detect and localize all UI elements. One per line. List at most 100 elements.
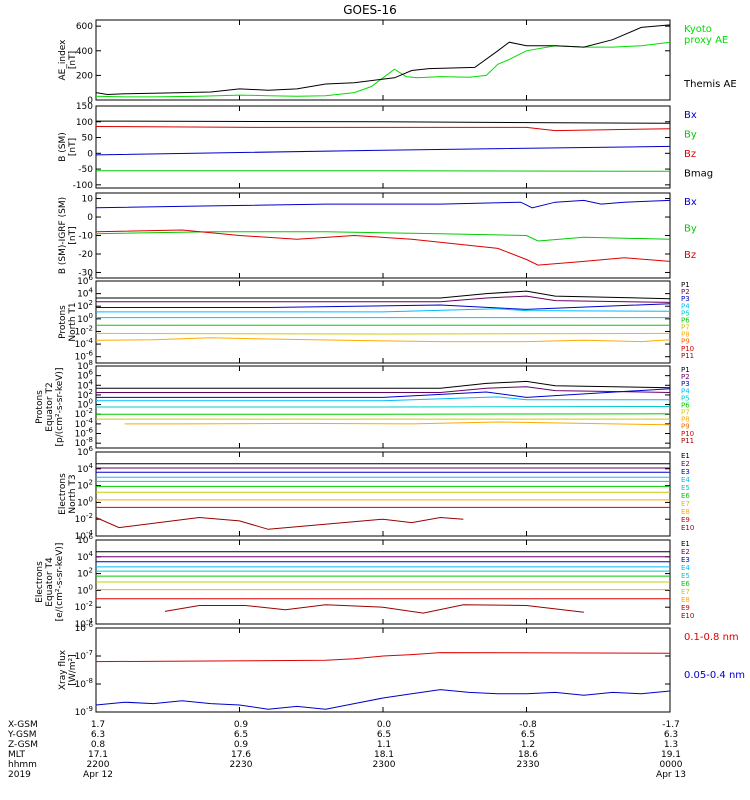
y-tick-label: -30 bbox=[78, 268, 93, 278]
legend-label: P6 bbox=[681, 316, 690, 324]
legend-label: E8 bbox=[681, 596, 690, 604]
legend-label: E5 bbox=[681, 572, 690, 580]
y-tick-label: 102 bbox=[77, 479, 93, 492]
series-line-bx bbox=[95, 199, 671, 209]
y-tick-label: -20 bbox=[78, 250, 93, 260]
series-line-p3 bbox=[96, 303, 671, 310]
table-cell: Apr 12 bbox=[83, 770, 113, 780]
legend-label: E2 bbox=[681, 548, 690, 556]
table-cell: 2230 bbox=[230, 760, 253, 770]
legend-label: E5 bbox=[681, 484, 690, 492]
legend-label: P5 bbox=[681, 309, 690, 317]
y-axis-label: B (SM) bbox=[58, 132, 68, 162]
panel-frame bbox=[95, 280, 671, 364]
series-line-bmag bbox=[95, 120, 671, 124]
table-cell: 17.1 bbox=[88, 750, 108, 760]
y-tick-label: 0 bbox=[87, 96, 93, 106]
legend-label: P3 bbox=[681, 295, 690, 303]
y-tick-label: 0 bbox=[87, 149, 93, 159]
legend-label: Bmag bbox=[684, 169, 713, 180]
y-tick-label: 10-6 bbox=[75, 350, 94, 363]
y-tick-label: 102 bbox=[77, 299, 93, 312]
y-tick-label: 104 bbox=[77, 462, 93, 475]
legend-label: P7 bbox=[681, 409, 690, 417]
table-cell: -1.7 bbox=[662, 720, 680, 730]
series-line-e10 bbox=[164, 604, 584, 614]
panel-electrons-t4: 106 104 102 100 10-2 10-4 Electrons Equator T4[… bbox=[35, 533, 694, 630]
panel-frame bbox=[95, 19, 671, 101]
legend-label: E2 bbox=[681, 460, 690, 468]
table-cell: 6.5 bbox=[521, 730, 535, 740]
y-tick-label: 10-2 bbox=[75, 324, 93, 337]
table-cell: Apr 13 bbox=[656, 770, 686, 780]
table-cell: 17.6 bbox=[231, 750, 251, 760]
y-tick-label: 106 bbox=[77, 445, 93, 458]
series-line-e10 bbox=[95, 516, 464, 530]
y-tick-label: 600 bbox=[76, 22, 93, 32]
legend-label: E1 bbox=[681, 452, 690, 460]
legend-label: P3 bbox=[681, 380, 690, 388]
series-line-p7 bbox=[95, 332, 671, 335]
legend-label: P4 bbox=[681, 387, 690, 395]
legend-label: Themis AE bbox=[683, 79, 737, 90]
table-cell: -0.8 bbox=[519, 720, 537, 730]
table-cell: 6.5 bbox=[234, 730, 248, 740]
series-line-bz bbox=[95, 229, 671, 266]
legend-label: E3 bbox=[681, 556, 690, 564]
y-axis-label: Protons bbox=[35, 390, 45, 424]
y-tick-label: 10 bbox=[82, 195, 94, 205]
legend-label: 0.1-0.8 nm bbox=[684, 632, 739, 643]
y-axis-label: Electrons bbox=[35, 561, 45, 603]
table-cell: 2300 bbox=[373, 760, 396, 770]
legend-label: P9 bbox=[681, 423, 690, 431]
panel-bigrf: 10 0 -10 -20 -30 B (SM)-IGRF (SM) [nT] Bx By Bz bbox=[58, 192, 697, 279]
panel-frame bbox=[95, 627, 671, 713]
legend-label: E9 bbox=[681, 604, 690, 612]
y-tick-label: 400 bbox=[76, 47, 93, 57]
y-axis-label: North T1 bbox=[68, 302, 78, 341]
legend-label: Bx bbox=[684, 197, 697, 208]
y-tick-label: 0 bbox=[87, 213, 93, 223]
series-line-0-05-0-4-nm bbox=[95, 689, 671, 710]
y-tick-label: 10-9 bbox=[75, 705, 93, 718]
y-tick-label: 10-4 bbox=[75, 529, 94, 542]
table-row-label: MLT bbox=[8, 750, 26, 760]
table-row-label: X-GSM bbox=[8, 720, 38, 730]
table-cell: 18.1 bbox=[374, 750, 394, 760]
series-line-p5 bbox=[96, 406, 671, 408]
legend-label: P2 bbox=[681, 373, 690, 381]
table-row-label: 2019 bbox=[8, 770, 31, 780]
y-tick-label: 10-4 bbox=[75, 617, 94, 630]
y-tick-label: 108 bbox=[77, 359, 93, 372]
legend-label: P11 bbox=[681, 352, 694, 360]
table-cell: 0.9 bbox=[234, 740, 249, 750]
series-line-p2 bbox=[96, 295, 671, 303]
y-axis-label: Protons bbox=[58, 305, 68, 339]
table-cell: 2200 bbox=[87, 760, 110, 770]
table-cell: 0.8 bbox=[91, 740, 106, 750]
legend-label: E3 bbox=[681, 468, 690, 476]
legend-label: E7 bbox=[681, 500, 690, 508]
legend-label: P8 bbox=[681, 416, 690, 424]
legend-label: P6 bbox=[681, 401, 690, 409]
y-tick-label: 104 bbox=[77, 378, 93, 391]
y-axis-label: North T3 bbox=[68, 474, 78, 513]
y-axis-label: [nT] bbox=[68, 51, 78, 69]
y-axis-label: Electrons bbox=[58, 473, 68, 515]
panel-frame bbox=[95, 451, 671, 537]
legend-label: P2 bbox=[681, 288, 690, 296]
legend-label: E8 bbox=[681, 508, 690, 516]
y-tick-label: -50 bbox=[78, 165, 93, 175]
series-line-bx bbox=[95, 145, 671, 156]
legend-label: E10 bbox=[681, 612, 694, 620]
y-tick-label: 100 bbox=[77, 312, 93, 325]
series-line-p1 bbox=[96, 380, 671, 389]
series-line-by bbox=[95, 231, 671, 242]
y-tick-label: 100 bbox=[77, 398, 93, 411]
y-tick-label: -10 bbox=[78, 232, 93, 242]
y-tick-label: 10-8 bbox=[75, 436, 93, 449]
panel-xray: 10-6 10-7 10-8 10-9 Xray flux [W/m²] 0.1-0.8 n… bbox=[58, 621, 745, 718]
